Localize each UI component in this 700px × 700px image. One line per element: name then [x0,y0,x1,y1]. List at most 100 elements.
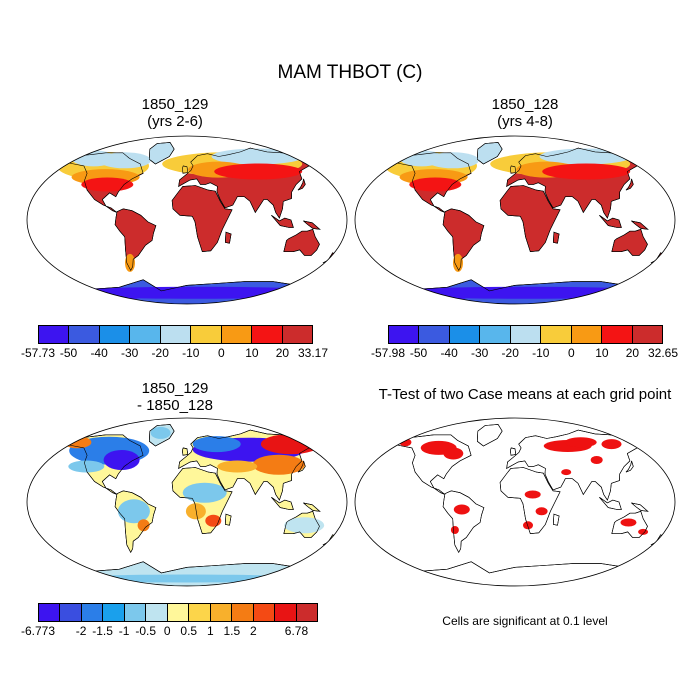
map-ttest-field-8 [450,526,459,534]
map-case1-coast-indonesia [271,215,294,228]
colorbar-case1-swatch-8 [282,326,312,343]
map-ttest-field-10 [535,507,548,516]
map-case2-coast-newguinea [631,220,649,230]
colorbar-diff-label-4: -1 [118,624,130,638]
colorbar-case2-swatch-3 [480,326,511,343]
colorbar-case2-label-3: -30 [470,346,489,360]
map-diff-coast-japan [297,460,306,473]
map-case2-coast-madagascar [552,231,560,244]
map-case2-coast-indonesia [599,215,622,228]
map-diff-field-1 [103,450,140,470]
colorbar-diff-swatch-6 [167,604,190,621]
colorbar-case1-swatch-1 [69,326,100,343]
map-diff-coast-samerica [114,490,157,554]
map-ttest-coast-australia [611,510,648,538]
map-ttest-field-6 [590,456,603,464]
map-ttest-field-9 [524,490,541,499]
colorbar-case1-swatch-4 [160,326,192,343]
map-diff-field-14 [137,519,150,532]
panel-1-title: 1850_129 (yrs 2-6) [75,96,275,130]
colorbar-case2-swatch-4 [510,326,542,343]
panel-3-title-line2: - 1850_128 [137,397,213,414]
colorbar-case1 [38,325,313,344]
colorbar-case1-swatch-0 [39,326,70,343]
map-diff-field-13 [117,499,150,524]
map-case1-coast-samerica [114,208,157,272]
map-case2-field-4 [409,177,462,192]
map-diff-coast-australia [283,510,320,538]
map-diff-field-10 [182,482,227,503]
map-case1-field-11 [60,291,141,302]
map-diff-field-11 [185,503,206,520]
map-diff-coast-africa [171,467,233,535]
map-case2 [354,135,676,305]
colorbar-diff-label-0: -6.773 [20,624,56,638]
panel-2-title: 1850_128 (yrs 4-8) [425,96,625,130]
map-case2-field-8 [542,163,631,180]
map-case1-coast-japan [297,178,306,191]
colorbar-case1-labels: -57.73 -50 -40 -30 -20 -10 0 10 20 33.17 [21,346,328,360]
colorbar-case2 [388,325,663,344]
colorbar-case1-swatch-6 [221,326,253,343]
map-diff-field-15 [284,517,325,534]
map-diff-coast-uk [181,447,189,456]
colorbar-case1-swatch-2 [99,326,131,343]
map-diff-field-2 [68,460,105,473]
colorbar-diff-swatch-0 [39,604,61,621]
colorbar-case2-label-5: -10 [532,346,550,360]
map-ttest-field-2 [399,438,412,447]
map-case1-coast-madagascar [224,231,232,244]
map-case1 [26,135,348,305]
colorbar-case1-label-8: 20 [275,346,290,360]
colorbar-diff-label-7: 0.5 [180,624,198,638]
colorbar-diff-label-9: 1.5 [223,624,241,638]
colorbar-case1-label-5: -10 [182,346,200,360]
colorbar-diff [38,603,318,622]
colorbar-diff-swatch-9 [232,604,254,621]
panel-3-title: 1850_129 - 1850_128 [75,380,275,414]
colorbar-diff-swatch-8 [210,604,233,621]
map-diff-coast-indonesia [271,497,294,510]
map-diff-field-6 [192,436,241,453]
map-case1-coast-greenland [148,142,175,165]
colorbar-case2-swatch-1 [419,326,450,343]
map-case2-coast-japan [625,178,634,191]
significance-note: Cells are significant at 0.1 level [442,614,608,628]
map-ttest-coast-japan [625,460,634,473]
panel-1-title-line1: 1850_129 [141,96,209,113]
map-case1-field-8 [214,163,303,180]
map-ttest-field-7 [453,504,470,515]
colorbar-case2-label-7: 10 [595,346,609,360]
map-ttest-coast-madagascar [552,513,560,526]
map-ttest-field-5 [601,439,622,450]
map-ttest-coast-indonesia [599,497,622,510]
map-diff-coast-greenland [148,424,175,447]
colorbar-case1-swatch-5 [191,326,222,343]
colorbar-case2-swatch-5 [541,326,572,343]
map-diff-field-7 [260,434,321,455]
map-ttest-border [354,417,676,587]
colorbar-diff-swatch-7 [189,604,211,621]
colorbar-case1-swatch-7 [252,326,283,343]
map-case2-coast-australia [611,228,648,256]
colorbar-diff-swatch-3 [103,604,125,621]
map-diff [26,417,348,587]
map-ttest-field-1 [443,447,464,460]
map-ttest-coast-namerica [391,434,472,495]
map-case1-coast-namerica [63,152,144,213]
map-ttest-field-11 [523,521,533,530]
colorbar-case1-label-6: 0 [217,346,225,360]
colorbar-case1-swatch-3 [130,326,161,343]
panel-3-title-line1: 1850_129 [141,380,209,397]
colorbar-case1-label-9: 33.17 [297,346,329,360]
colorbar-case2-label-9: 32.65 [647,346,679,360]
map-case2-coast-samerica [442,208,485,272]
colorbar-diff-swatch-4 [124,604,147,621]
colorbar-case1-label-2: -40 [90,346,108,360]
colorbar-case2-label-0: -57.98 [370,346,406,360]
colorbar-case2-label-8: 20 [625,346,640,360]
map-case2-coast-greenland [476,142,503,165]
panel-2-title-line1: 1850_128 [491,96,559,113]
map-case1-coast-newguinea [303,220,321,230]
map-ttest-coast-samerica [442,490,485,554]
